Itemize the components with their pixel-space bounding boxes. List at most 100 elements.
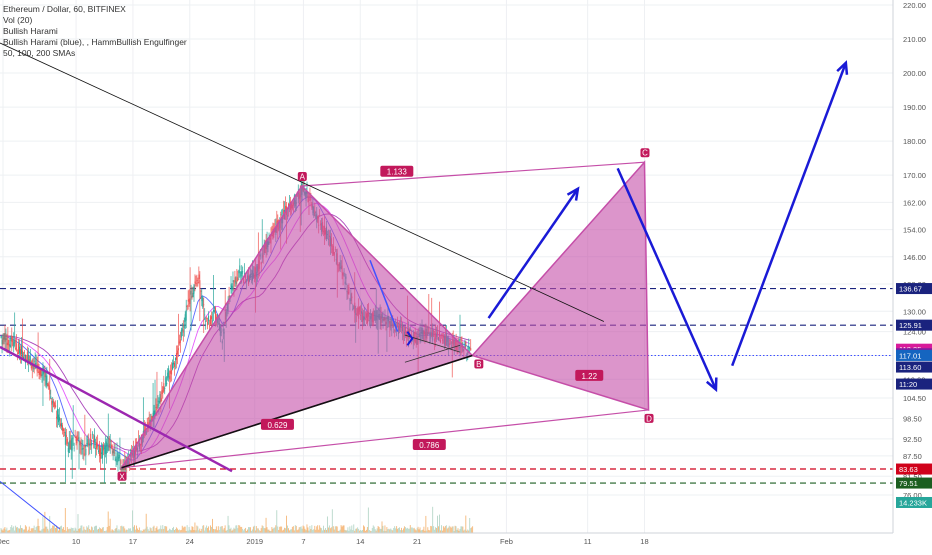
legend-volume[interactable]: Vol (20) (3, 15, 33, 25)
candle-body (87, 438, 89, 446)
volume-bar (236, 525, 238, 533)
volume-bar (347, 527, 349, 533)
volume-bar (412, 528, 414, 533)
volume-bar (60, 525, 62, 533)
volume-bar (225, 530, 227, 533)
candle-body (171, 370, 173, 375)
price-tag (896, 378, 932, 390)
volume-bar (315, 529, 317, 533)
volume-bar (198, 530, 200, 533)
candle-body (94, 435, 96, 443)
volume-bar (104, 530, 106, 533)
candle-body (204, 314, 206, 316)
volume-bar (163, 528, 165, 533)
volume-bar (68, 528, 70, 533)
volume-bar (464, 529, 466, 533)
volume-bar (213, 529, 215, 533)
legend-indicator-1[interactable]: Bullish Harami (3, 26, 58, 36)
legend-sma[interactable]: 50, 100, 200 SMAs (3, 48, 76, 58)
price-axis-tick: 104.50 (903, 394, 926, 403)
candle-body (50, 396, 52, 399)
price-tag-label: 136.67 (899, 285, 922, 294)
volume-bar (332, 526, 334, 533)
volume-bar (316, 526, 318, 533)
volume-bar (98, 527, 100, 533)
volume-bar (300, 526, 302, 533)
candle-body (24, 355, 26, 363)
pattern-point-label: A (300, 173, 306, 182)
volume-bar (456, 529, 458, 533)
volume-bar (215, 526, 217, 533)
volume-bar (425, 515, 427, 533)
volume-bar (212, 528, 214, 533)
volume-bar (466, 530, 468, 533)
candle-body (231, 285, 233, 290)
volume-bar (372, 525, 374, 533)
candle-body (186, 305, 188, 307)
volume-bar (87, 527, 89, 533)
candle-body (89, 444, 91, 446)
candle-body (199, 280, 201, 290)
candle-body (174, 362, 176, 367)
candle-body (169, 376, 171, 380)
candle-body (241, 270, 243, 275)
volume-bar (195, 530, 197, 533)
volume-bar (181, 525, 183, 533)
candle-body (144, 425, 146, 433)
volume-bar (307, 527, 309, 533)
harmonic-ac-line (301, 161, 645, 187)
volume-bar (232, 529, 234, 533)
volume-bar (117, 530, 119, 533)
candle-body (157, 400, 159, 402)
candle-body (30, 362, 32, 369)
volume-bar (155, 527, 157, 533)
volume-bar (333, 529, 335, 533)
volume-bar (186, 525, 188, 533)
candle-body (181, 328, 183, 332)
volume-bar (114, 529, 116, 533)
volume-bar (471, 527, 473, 533)
volume-bar (226, 529, 228, 533)
candle-body (192, 292, 194, 297)
volume-bar (197, 526, 199, 533)
volume-bar (451, 526, 453, 533)
volume-bar (94, 526, 96, 533)
volume-bar (419, 527, 421, 533)
candle-body (43, 371, 45, 374)
legend-title[interactable]: Ethereum / Dollar, 60, BITFINEX (3, 4, 126, 14)
candle-body (195, 283, 197, 284)
candle-body (190, 290, 192, 295)
volume-bar (239, 525, 241, 533)
volume-bar (115, 528, 117, 533)
volume-bar (33, 525, 35, 533)
volume-bar (258, 530, 260, 533)
volume-bar (407, 528, 409, 533)
price-axis-tick: 154.00 (903, 226, 926, 235)
volume-bar (441, 530, 443, 533)
candle-body (214, 307, 216, 321)
fib-ratio-label: 1.133 (387, 168, 408, 177)
volume-bar (53, 525, 55, 533)
volume-bar (317, 525, 319, 533)
candle-body (117, 457, 119, 463)
volume-bar (36, 526, 38, 533)
legend-indicator-2[interactable]: Bullish Harami (blue), , HammBullish Eng… (3, 37, 187, 47)
candle-body (193, 285, 195, 294)
volume-bar (459, 528, 461, 533)
volume-bar (168, 530, 170, 533)
candle-body (160, 398, 162, 403)
volume-bar (203, 525, 205, 533)
volume-bar (230, 527, 232, 533)
candle-body (163, 383, 165, 392)
volume-bar (288, 528, 289, 533)
volume-bar (73, 530, 75, 533)
volume-bar (108, 525, 110, 533)
harmonic-xab-triangle (119, 184, 474, 470)
volume-bar (65, 530, 67, 533)
volume-bar (442, 526, 444, 533)
volume-bar (51, 527, 53, 533)
volume-bar (260, 528, 262, 533)
volume-bar (183, 526, 185, 533)
